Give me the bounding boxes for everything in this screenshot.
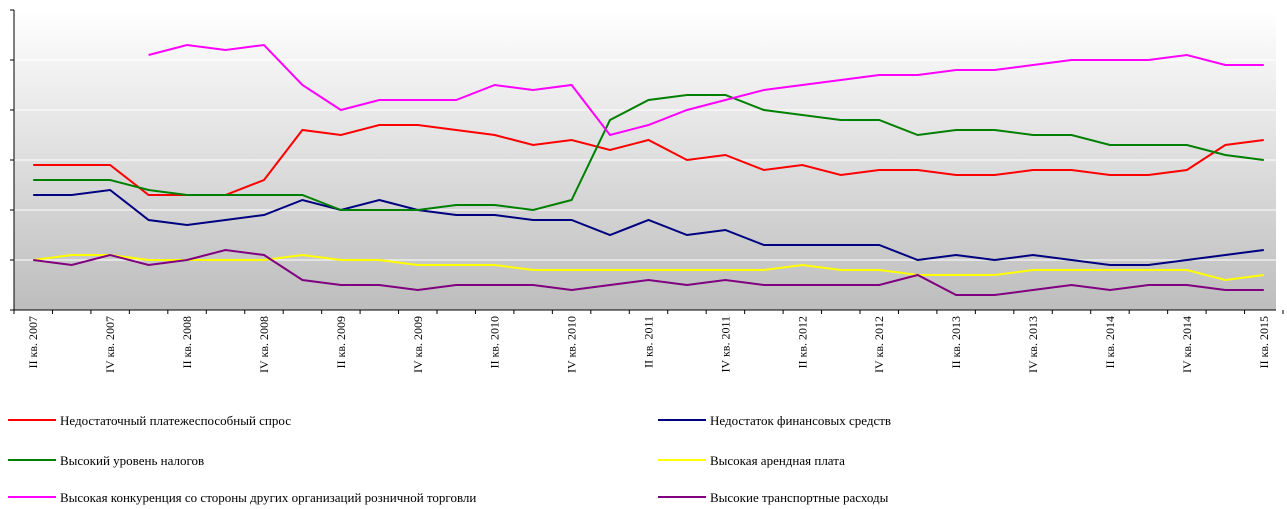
series-line bbox=[33, 94, 1264, 212]
x-tick-label: IV кв. 2007 bbox=[103, 316, 117, 373]
x-tick-label: II кв. 2011 bbox=[642, 316, 656, 368]
series-line bbox=[33, 124, 1264, 196]
x-tick-label: II кв. 2014 bbox=[1103, 316, 1117, 369]
legend-label: Высокий уровень налогов bbox=[60, 453, 204, 468]
legend-label: Недостаточный платежеспособный спрос bbox=[60, 413, 291, 428]
legend-label: Высокие транспортные расходы bbox=[710, 490, 889, 505]
x-tick-label: II кв. 2007 bbox=[26, 316, 40, 369]
series-line bbox=[33, 248, 1264, 296]
x-tick-label: IV кв. 2011 bbox=[718, 316, 732, 373]
x-tick-label: II кв. 2012 bbox=[795, 316, 809, 369]
legend-label: Высокая конкуренция со стороны других ор… bbox=[60, 490, 476, 505]
x-tick-label: II кв. 2008 bbox=[180, 316, 194, 369]
x-tick-label: II кв. 2010 bbox=[488, 316, 502, 369]
x-tick-label: II кв. 2013 bbox=[949, 316, 963, 369]
series-line bbox=[148, 43, 1264, 137]
x-tick-label: IV кв. 2013 bbox=[1026, 316, 1040, 373]
series-line bbox=[33, 253, 1264, 282]
x-tick-label: II кв. 2009 bbox=[334, 316, 348, 369]
x-tick-label: IV кв. 2014 bbox=[1180, 316, 1194, 373]
x-tick-label: IV кв. 2010 bbox=[565, 316, 579, 373]
x-tick-label: II кв. 2015 bbox=[1257, 316, 1271, 369]
series-line bbox=[33, 188, 1264, 266]
x-tick-label: IV кв. 2012 bbox=[872, 316, 886, 373]
x-tick-label: IV кв. 2008 bbox=[257, 316, 271, 373]
legend-label: Высокая арендная плата bbox=[710, 453, 845, 468]
x-tick-label: IV кв. 2009 bbox=[411, 316, 425, 373]
legend-label: Недостаток финансовых средств bbox=[710, 413, 891, 428]
